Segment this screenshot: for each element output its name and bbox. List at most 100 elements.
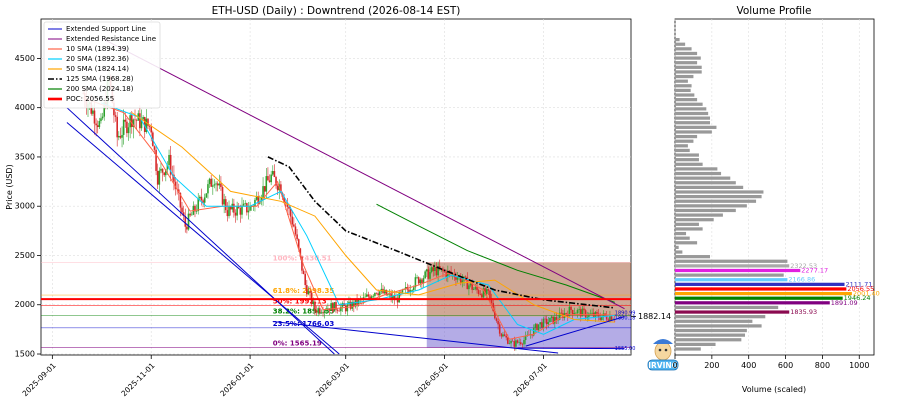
volume-bar-label: 2056.55 [847, 285, 874, 293]
candle-body [100, 118, 102, 122]
volume-bar [675, 111, 709, 116]
volume-bar [675, 259, 788, 263]
volume-bar [675, 301, 830, 305]
watermark-mascot-logo: IRVING [647, 339, 679, 371]
volume-bar [675, 121, 711, 125]
volume-bar [675, 305, 779, 310]
volume-bar [675, 153, 699, 157]
candle-body [539, 322, 542, 325]
candle-body [202, 200, 204, 203]
candle-body [515, 340, 517, 347]
mascot-hat [653, 339, 673, 344]
candle-body [317, 308, 319, 313]
candle-body [575, 313, 577, 314]
candle-body [416, 277, 418, 278]
candle-body [605, 315, 608, 320]
candle-body [534, 324, 537, 328]
candle-body [516, 340, 519, 343]
trend-lines [66, 38, 625, 355]
candle-body [275, 177, 277, 186]
volume-bar [675, 236, 690, 240]
candle-body [233, 203, 235, 213]
volume-bar [675, 278, 788, 282]
candle-body [119, 135, 122, 138]
sma-line [267, 156, 615, 309]
candle-body [532, 327, 535, 336]
candle-body [331, 303, 334, 312]
volume-profile-title: Volume Profile [736, 5, 811, 17]
candle-body [302, 270, 305, 275]
candle-body [387, 294, 389, 296]
candle-body [121, 134, 123, 138]
y-tick-label: 3000 [15, 202, 35, 211]
candle-body [283, 196, 285, 203]
candle-body [153, 146, 156, 150]
volume-bar [675, 139, 694, 143]
candle-body [583, 308, 585, 311]
candle-body [304, 274, 307, 286]
candle-body [216, 183, 219, 186]
candle-body [294, 226, 297, 235]
sma-line [82, 97, 615, 340]
candle-body [479, 293, 482, 295]
volume-profile-bars [675, 38, 852, 351]
candle-body [103, 102, 106, 117]
candle-body [173, 174, 175, 182]
candle-body [226, 210, 229, 217]
candle-body [489, 290, 491, 299]
candle-body [246, 203, 248, 213]
volume-bar [675, 158, 699, 162]
candle-body [494, 311, 496, 319]
legend-label: 10 SMA (1894.39) [66, 45, 129, 53]
volume-bar [675, 310, 790, 314]
candle-body [430, 267, 433, 273]
candle-body [437, 266, 439, 276]
fib-level-label: 0%: 1565.19 [273, 340, 322, 348]
legend-items: Extended Support Line Extended Resistance… [48, 25, 156, 103]
volume-bar [675, 328, 747, 333]
candle-body [378, 291, 381, 296]
volume-bar [675, 255, 711, 259]
volume-bar [675, 79, 688, 83]
candle-body [579, 309, 582, 317]
trend-line [525, 316, 625, 347]
candle-body [490, 298, 493, 303]
candle-body [461, 280, 464, 283]
candle-body [116, 116, 118, 138]
volume-bar-label: 1946.24 [844, 294, 871, 302]
x-tick-label: 2025-11-01 [119, 361, 156, 398]
candle-body [147, 118, 149, 126]
candle-body [351, 301, 354, 309]
candle-body [544, 318, 546, 320]
volume-bar [675, 70, 702, 74]
volume-bar [675, 130, 712, 134]
volume-bar [675, 268, 801, 273]
candle-body [221, 187, 224, 205]
candle-body [265, 176, 268, 192]
candle-body [429, 272, 431, 279]
candle-body [335, 302, 337, 310]
volume-bar [675, 162, 703, 166]
candle-body [127, 127, 130, 134]
candle-body [249, 206, 251, 211]
candle-body [385, 289, 388, 296]
candle-body [356, 298, 358, 305]
candle-body [578, 309, 580, 310]
price-y-axis-label: Price (USD) [5, 164, 14, 209]
candle-body [163, 172, 165, 176]
candle-body [199, 196, 201, 199]
candle-body [508, 343, 511, 344]
candle-body [545, 318, 548, 325]
candle-body [500, 333, 503, 337]
candle-body [424, 271, 426, 279]
candle-body [413, 287, 415, 291]
candle-body [92, 110, 94, 114]
y-tick-label: 4500 [15, 54, 35, 63]
candle-body [537, 324, 540, 331]
volume-bar-label: 2111.71 [846, 280, 873, 288]
candle-body [239, 208, 242, 215]
candle-body [391, 295, 394, 299]
candle-body [521, 343, 524, 345]
